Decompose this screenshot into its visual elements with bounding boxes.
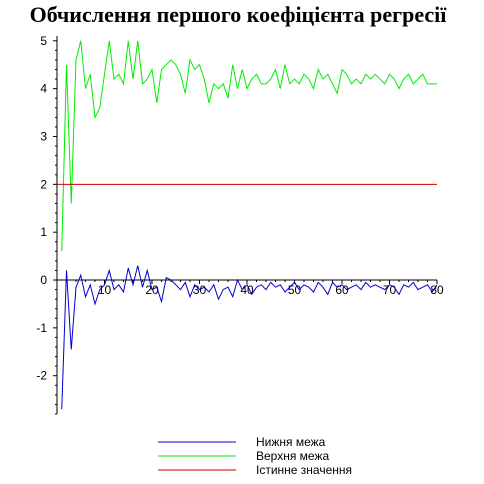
series-lines — [57, 40, 438, 410]
y-tick-label: -1 — [36, 321, 47, 335]
y-tick-label: 4 — [40, 82, 47, 96]
chart-title: Обчислення першого коефіцієнта регресії — [30, 2, 448, 27]
legend-label-1: Верхня межа — [256, 449, 329, 463]
y-tick-label: 3 — [40, 129, 47, 143]
legend-label-2: Істинне значення — [256, 463, 352, 477]
x-tick-label: 50 — [288, 283, 302, 297]
series-line-0 — [61, 265, 438, 410]
legend-label-0: Нижня межа — [256, 435, 326, 449]
y-tick-label: -2 — [36, 369, 47, 383]
x-tick-label: 80 — [430, 283, 444, 297]
x-tick-label: 40 — [240, 283, 254, 297]
y-tick-label: 0 — [40, 273, 47, 287]
y-tick-label: 1 — [40, 225, 47, 239]
y-tick-label: 5 — [40, 34, 47, 48]
series-line-1 — [61, 40, 437, 252]
y-tick-label: 2 — [40, 177, 47, 191]
x-tick-label: 10 — [98, 283, 112, 297]
